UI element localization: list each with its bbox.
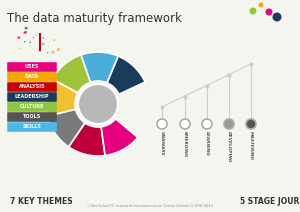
Circle shape	[29, 41, 31, 43]
Circle shape	[33, 37, 34, 38]
Text: CULTURE: CULTURE	[20, 104, 44, 109]
Circle shape	[272, 13, 281, 21]
Circle shape	[24, 41, 25, 42]
Circle shape	[48, 46, 49, 47]
Circle shape	[75, 81, 121, 127]
Circle shape	[157, 119, 167, 129]
Circle shape	[42, 37, 44, 39]
Text: UNAWARE: UNAWARE	[160, 131, 164, 156]
Text: USES: USES	[25, 64, 39, 69]
Circle shape	[53, 39, 56, 41]
Circle shape	[47, 52, 48, 53]
Circle shape	[24, 31, 27, 33]
Circle shape	[39, 51, 41, 52]
Text: DATA: DATA	[25, 74, 39, 79]
Circle shape	[180, 119, 190, 129]
Circle shape	[42, 43, 45, 46]
Circle shape	[250, 7, 256, 14]
Wedge shape	[107, 56, 145, 94]
Circle shape	[259, 3, 263, 7]
Text: SKILLS: SKILLS	[22, 124, 41, 129]
Wedge shape	[81, 52, 118, 83]
FancyBboxPatch shape	[7, 92, 57, 102]
FancyBboxPatch shape	[7, 122, 57, 132]
FancyBboxPatch shape	[7, 112, 57, 122]
Wedge shape	[101, 119, 138, 156]
Text: TOOLS: TOOLS	[23, 114, 41, 119]
Circle shape	[25, 27, 27, 29]
Circle shape	[224, 119, 234, 129]
Text: LEADERSHIP: LEADERSHIP	[15, 94, 49, 99]
Circle shape	[52, 51, 54, 54]
Circle shape	[23, 32, 26, 34]
Wedge shape	[46, 79, 78, 116]
FancyBboxPatch shape	[7, 82, 57, 92]
Circle shape	[20, 48, 21, 49]
FancyBboxPatch shape	[7, 62, 57, 72]
Circle shape	[246, 119, 256, 129]
Text: LEARNING: LEARNING	[205, 131, 209, 156]
Circle shape	[17, 36, 20, 39]
Text: 7 KEY THEMES: 7 KEY THEMES	[10, 198, 73, 206]
Circle shape	[202, 119, 212, 129]
Circle shape	[36, 35, 37, 36]
Text: EMERGING: EMERGING	[183, 131, 187, 157]
Circle shape	[30, 45, 31, 46]
Text: ANALYSIS: ANALYSIS	[19, 84, 45, 89]
FancyBboxPatch shape	[7, 102, 57, 112]
Text: DEVELOPING: DEVELOPING	[227, 131, 231, 163]
Wedge shape	[47, 109, 85, 147]
Circle shape	[266, 8, 272, 15]
Wedge shape	[69, 123, 105, 156]
Circle shape	[78, 84, 118, 124]
Circle shape	[57, 49, 59, 51]
Circle shape	[58, 48, 60, 51]
Text: 5 STAGE JOURNEY: 5 STAGE JOURNEY	[240, 198, 300, 206]
Text: © Data Orchard CIC. Licensed for non-commercial use. Creative Commons CC BY-NC-S: © Data Orchard CIC. Licensed for non-com…	[87, 204, 213, 208]
Circle shape	[26, 27, 28, 30]
FancyBboxPatch shape	[7, 72, 57, 82]
Text: MASTERING: MASTERING	[249, 131, 253, 160]
Wedge shape	[52, 55, 90, 93]
Text: The data maturity framework: The data maturity framework	[7, 12, 182, 25]
